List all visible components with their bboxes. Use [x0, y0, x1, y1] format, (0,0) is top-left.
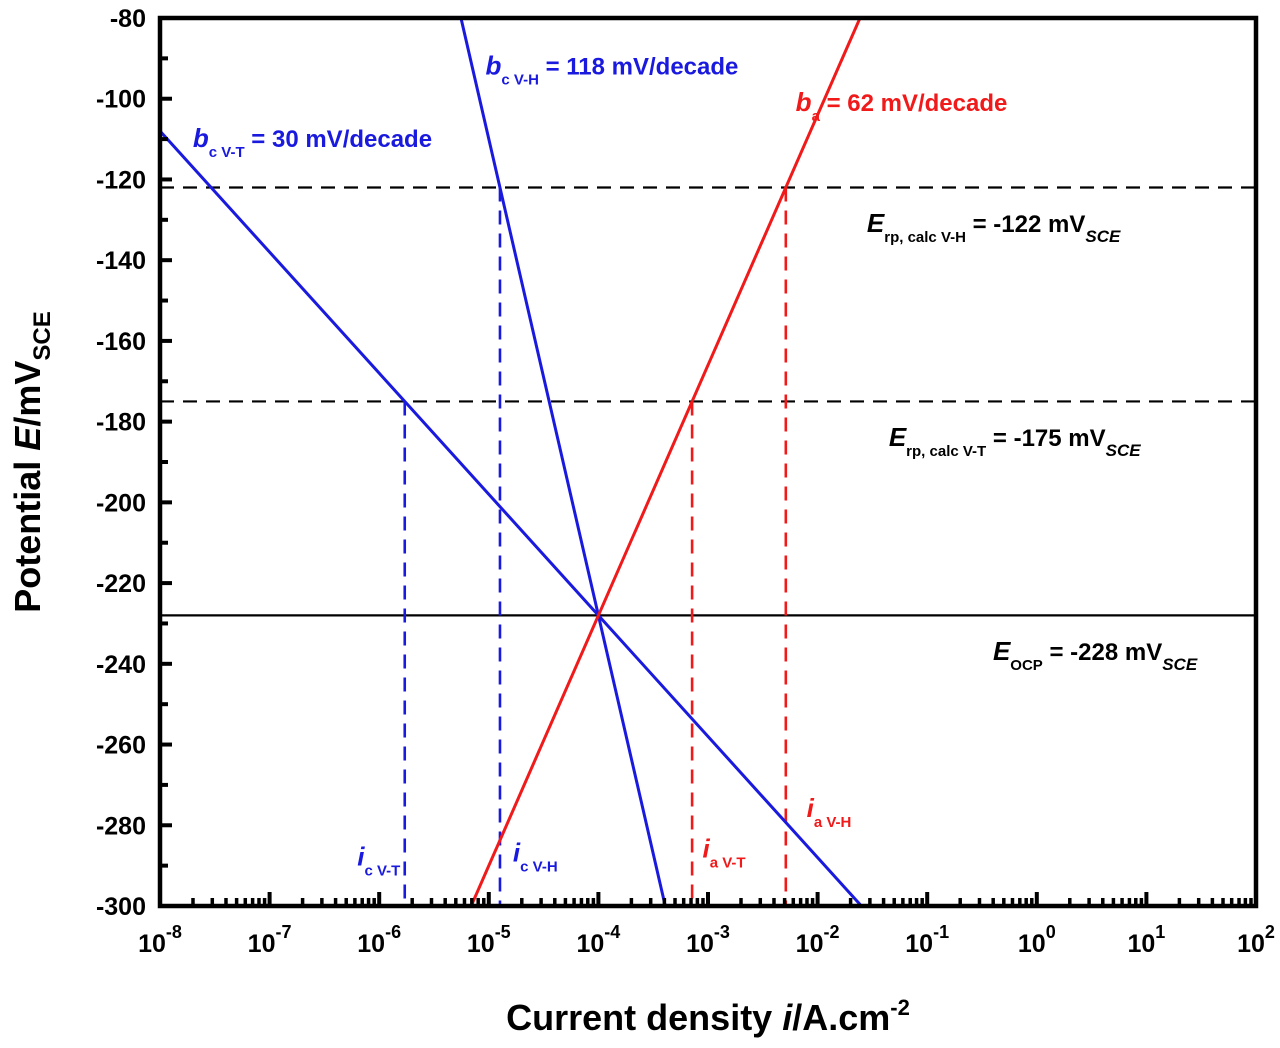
annotation-subscript: c V-H: [501, 72, 539, 89]
y-label-main: Potential: [7, 451, 48, 613]
x-tick-base: 10: [576, 930, 604, 958]
x-tick-exponent: -1: [933, 922, 949, 942]
series-line-0: [158, 130, 863, 908]
x-tick-exponent: -2: [823, 922, 839, 942]
x-tick-exponent: 2: [1265, 922, 1275, 942]
x-tick-exponent: 0: [1046, 922, 1056, 942]
annotation-subscript: a: [812, 108, 821, 125]
x-tick-label-2: 10-6: [357, 922, 401, 958]
x-tick-exponent: -6: [385, 922, 401, 942]
x-tick-exponent: -8: [166, 922, 182, 942]
series-line-1: [459, 17, 667, 907]
annotation-subscript: c V-T: [365, 863, 401, 880]
x-tick-base: 10: [1237, 930, 1265, 958]
annotation-symbol: i: [513, 838, 521, 868]
y-tick-label-11: -300: [96, 893, 146, 921]
annotation-symbol: i: [807, 793, 815, 823]
annotation-text: = 118 mV/decade: [539, 54, 738, 81]
x-tick-label-5: 10-3: [686, 922, 730, 958]
y-label-italic: E: [7, 426, 48, 451]
x-tick-label-6: 10-2: [796, 922, 840, 958]
annotation-symbol: E: [889, 422, 907, 452]
x-tick-base: 10: [357, 930, 385, 958]
annotation-unit-subscript: SCE: [1085, 227, 1121, 246]
x-tick-base: 10: [1127, 930, 1155, 958]
annotation-text: = -122 mV: [966, 211, 1085, 238]
annotation-symbol: E: [993, 636, 1011, 666]
x-tick-label-7: 10-1: [905, 922, 949, 958]
y-tick-label-0: -80: [110, 5, 146, 33]
x-tick-label-9: 101: [1127, 922, 1165, 958]
x-tick-label-8: 100: [1018, 922, 1056, 958]
annotation-text: = 30 mV/decade: [245, 126, 432, 153]
x-tick-label-4: 10-4: [576, 922, 620, 958]
annotation-symbol: E: [867, 208, 885, 238]
x-label-sup: -2: [890, 995, 910, 1020]
x-tick-base: 10: [248, 930, 276, 958]
y-tick-label-10: -280: [96, 812, 146, 840]
x-tick-exponent: 1: [1155, 922, 1165, 942]
annotation-unit-subscript: SCE: [1162, 655, 1198, 674]
y-tick-label-9: -260: [96, 732, 146, 760]
annotation-icvh: ic V-H: [513, 838, 558, 876]
x-tick-base: 10: [905, 930, 933, 958]
annotation-subscript: a V-H: [814, 814, 852, 831]
x-tick-label-3: 10-5: [467, 922, 511, 958]
y-label-rest: /mV: [7, 361, 48, 427]
annotation-bcvh: bc V-H = 118 mV/decade: [486, 51, 739, 89]
annotation-subscript: a V-T: [710, 855, 746, 872]
y-tick-label-5: -180: [96, 409, 146, 437]
annotation-erp1: Erp, calc V-H = -122 mVSCE: [867, 208, 1121, 246]
x-label-italic: i: [782, 997, 793, 1038]
annotation-erp2: Erp, calc V-T = -175 mVSCE: [889, 422, 1141, 460]
annotation-bcvt: bc V-T = 30 mV/decade: [193, 123, 432, 161]
annotation-subscript: c V-H: [520, 859, 558, 876]
x-axis-label: Current density i/A.cm-2: [506, 995, 910, 1038]
annotation-subscript: rp, calc V-T: [906, 443, 986, 460]
x-tick-base: 10: [1018, 930, 1046, 958]
x-tick-label-10: 102: [1237, 922, 1275, 958]
x-tick-exponent: -5: [495, 922, 511, 942]
annotation-symbol: b: [796, 87, 812, 117]
annotation-iavh: ia V-H: [807, 793, 852, 831]
annotation-symbol: i: [703, 834, 711, 864]
y-label-sub: SCE: [29, 311, 56, 360]
annotation-symbol: i: [357, 842, 365, 872]
annotation-subscript: rp, calc V-H: [884, 229, 966, 246]
y-tick-label-3: -140: [96, 247, 146, 275]
y-tick-label-2: -120: [96, 166, 146, 194]
annotation-text: = -228 mV: [1043, 639, 1162, 666]
x-tick-exponent: -3: [714, 922, 730, 942]
annotation-eocp: EOCP = -228 mVSCE: [993, 636, 1198, 674]
y-axis-label: Potential E/mVSCE: [7, 311, 56, 612]
annotation-subscript: c V-T: [209, 144, 245, 161]
annotation-symbol: b: [486, 51, 502, 81]
annotation-unit-subscript: SCE: [1106, 441, 1142, 460]
x-tick-label-1: 10-7: [248, 922, 292, 958]
y-tick-label-1: -100: [96, 86, 146, 114]
annotation-ba: ba = 62 mV/decade: [796, 87, 1008, 125]
x-tick-base: 10: [796, 930, 824, 958]
x-tick-base: 10: [686, 930, 714, 958]
annotation-text: = -175 mV: [986, 425, 1105, 452]
x-label-main: Current density: [506, 997, 782, 1038]
y-tick-label-8: -240: [96, 651, 146, 679]
annotation-subscript: OCP: [1010, 657, 1043, 674]
x-tick-label-0: 10-8: [138, 922, 182, 958]
annotation-iavt: ia V-T: [703, 834, 746, 872]
x-tick-exponent: -7: [275, 922, 291, 942]
annotation-symbol: b: [193, 123, 209, 153]
x-label-rest: /A.cm: [792, 997, 890, 1038]
x-tick-base: 10: [467, 930, 495, 958]
x-tick-base: 10: [138, 930, 166, 958]
x-tick-exponent: -4: [604, 922, 620, 942]
y-tick-label-4: -160: [96, 328, 146, 356]
annotation-icvt: ic V-T: [357, 842, 400, 880]
y-tick-label-7: -220: [96, 570, 146, 598]
annotation-text: = 62 mV/decade: [820, 90, 1007, 117]
y-tick-label-6: -200: [96, 489, 146, 517]
series-line-2: [469, 17, 862, 907]
